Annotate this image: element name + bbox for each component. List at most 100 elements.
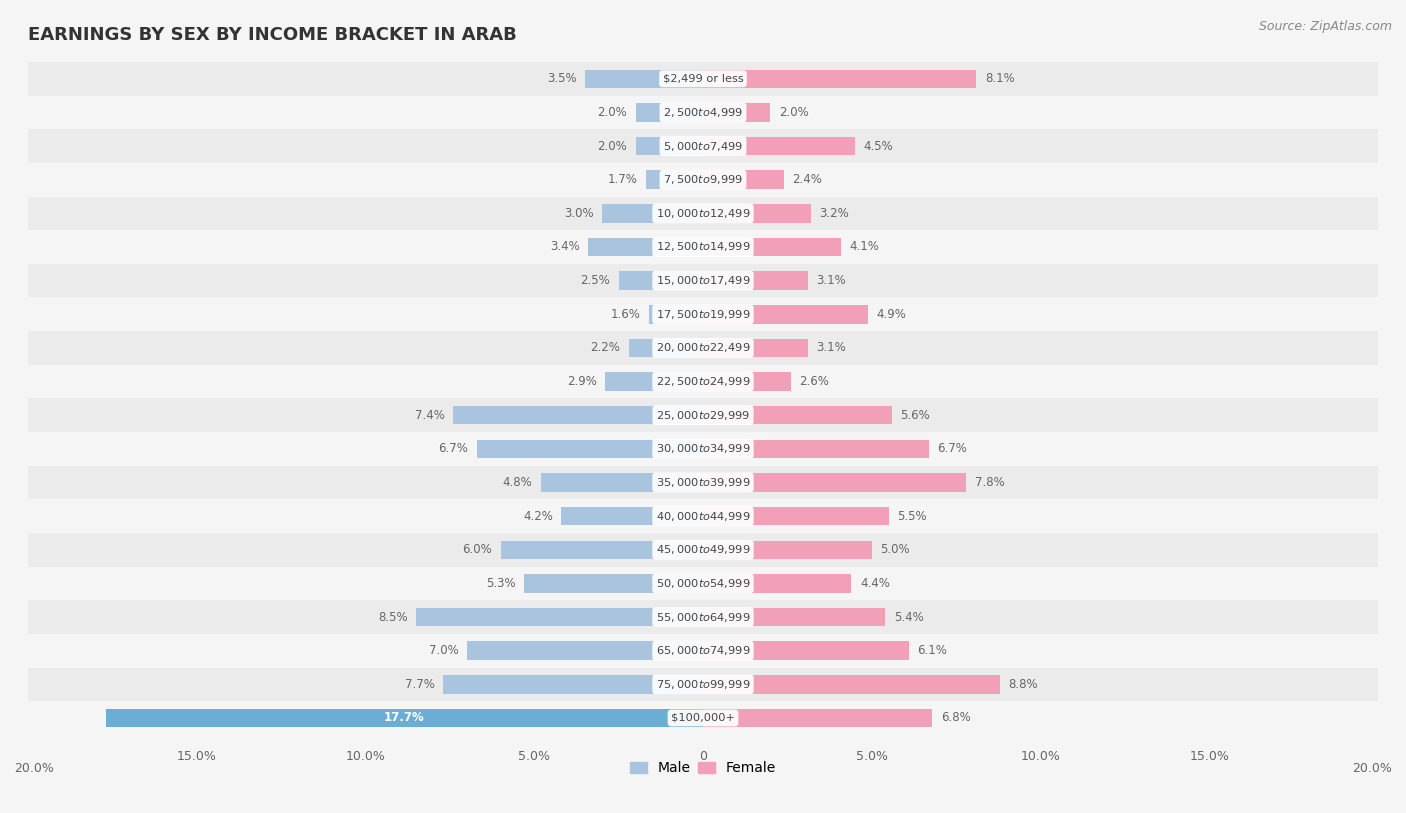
Text: 8.1%: 8.1% <box>984 72 1015 85</box>
Text: $17,500 to $19,999: $17,500 to $19,999 <box>655 308 751 321</box>
Text: 1.7%: 1.7% <box>607 173 637 186</box>
Bar <box>628 339 703 357</box>
Text: 8.8%: 8.8% <box>1008 678 1038 691</box>
Bar <box>28 667 1378 701</box>
Bar <box>602 204 703 223</box>
Bar <box>467 641 703 660</box>
Text: $35,000 to $39,999: $35,000 to $39,999 <box>655 476 751 489</box>
Text: $15,000 to $17,499: $15,000 to $17,499 <box>655 274 751 287</box>
Text: $100,000+: $100,000+ <box>671 713 735 723</box>
Text: 2.0%: 2.0% <box>779 106 808 119</box>
Bar <box>28 600 1378 634</box>
Bar <box>703 70 976 88</box>
Bar <box>703 305 869 324</box>
Bar <box>703 641 908 660</box>
Text: 5.0%: 5.0% <box>856 750 887 763</box>
Text: 5.6%: 5.6% <box>900 409 931 422</box>
Text: $5,000 to $7,499: $5,000 to $7,499 <box>664 140 742 153</box>
Text: $45,000 to $49,999: $45,000 to $49,999 <box>655 543 751 556</box>
Text: $30,000 to $34,999: $30,000 to $34,999 <box>655 442 751 455</box>
Bar <box>703 171 785 189</box>
Text: $7,500 to $9,999: $7,500 to $9,999 <box>664 173 742 186</box>
Text: 3.1%: 3.1% <box>815 274 846 287</box>
Text: 5.5%: 5.5% <box>897 510 927 523</box>
Bar <box>703 272 807 290</box>
Text: 15.0%: 15.0% <box>177 750 217 763</box>
Text: 4.1%: 4.1% <box>849 241 880 254</box>
Text: 4.4%: 4.4% <box>860 577 890 590</box>
Bar <box>28 701 1378 735</box>
Text: 4.2%: 4.2% <box>523 510 553 523</box>
Bar <box>28 398 1378 432</box>
Bar <box>703 406 891 424</box>
Bar <box>561 506 703 525</box>
Text: 2.0%: 2.0% <box>598 140 627 153</box>
Text: 10.0%: 10.0% <box>346 750 385 763</box>
Text: 5.4%: 5.4% <box>894 611 924 624</box>
Bar <box>703 440 929 458</box>
Bar <box>28 96 1378 129</box>
Text: 4.5%: 4.5% <box>863 140 893 153</box>
Bar <box>453 406 703 424</box>
Text: $50,000 to $54,999: $50,000 to $54,999 <box>655 577 751 590</box>
Text: 5.3%: 5.3% <box>486 577 516 590</box>
Text: $20,000 to $22,499: $20,000 to $22,499 <box>655 341 751 354</box>
Text: 6.0%: 6.0% <box>463 543 492 556</box>
Text: 2.6%: 2.6% <box>799 375 830 388</box>
Bar <box>28 533 1378 567</box>
Text: $2,500 to $4,999: $2,500 to $4,999 <box>664 106 742 119</box>
Text: $2,499 or less: $2,499 or less <box>662 74 744 84</box>
Bar <box>636 103 703 122</box>
Text: $25,000 to $29,999: $25,000 to $29,999 <box>655 409 751 422</box>
Bar <box>28 163 1378 197</box>
Text: 3.1%: 3.1% <box>815 341 846 354</box>
Text: 3.4%: 3.4% <box>550 241 579 254</box>
Text: Source: ZipAtlas.com: Source: ZipAtlas.com <box>1258 20 1392 33</box>
Bar <box>28 230 1378 263</box>
Bar <box>28 197 1378 230</box>
Bar <box>703 506 889 525</box>
Bar <box>28 263 1378 298</box>
Text: 20.0%: 20.0% <box>14 762 53 775</box>
Text: 3.0%: 3.0% <box>564 207 593 220</box>
Bar <box>28 62 1378 96</box>
Bar <box>28 466 1378 499</box>
Text: 2.2%: 2.2% <box>591 341 620 354</box>
Bar <box>703 372 790 391</box>
Bar <box>28 365 1378 398</box>
Text: $65,000 to $74,999: $65,000 to $74,999 <box>655 644 751 657</box>
Text: $40,000 to $44,999: $40,000 to $44,999 <box>655 510 751 523</box>
Bar <box>703 137 855 155</box>
Text: 3.5%: 3.5% <box>547 72 576 85</box>
Text: 5.0%: 5.0% <box>519 750 550 763</box>
Bar <box>703 608 886 626</box>
Text: 4.8%: 4.8% <box>503 476 533 489</box>
Legend: Male, Female: Male, Female <box>624 755 782 780</box>
Text: 3.2%: 3.2% <box>820 207 849 220</box>
Text: $12,500 to $14,999: $12,500 to $14,999 <box>655 241 751 254</box>
Text: 0: 0 <box>699 750 707 763</box>
Bar <box>416 608 703 626</box>
Text: 2.0%: 2.0% <box>598 106 627 119</box>
Bar <box>605 372 703 391</box>
Text: 15.0%: 15.0% <box>1189 750 1229 763</box>
Text: 7.8%: 7.8% <box>974 476 1004 489</box>
Text: 6.1%: 6.1% <box>917 644 948 657</box>
Text: $75,000 to $99,999: $75,000 to $99,999 <box>655 678 751 691</box>
Text: 10.0%: 10.0% <box>1021 750 1060 763</box>
Text: 2.5%: 2.5% <box>581 274 610 287</box>
Bar <box>28 331 1378 365</box>
Bar <box>501 541 703 559</box>
Bar <box>28 298 1378 331</box>
Bar <box>703 237 841 256</box>
Bar <box>703 574 852 593</box>
Text: 7.0%: 7.0% <box>429 644 458 657</box>
Bar <box>703 339 807 357</box>
Bar <box>645 171 703 189</box>
Bar <box>703 204 811 223</box>
Bar <box>477 440 703 458</box>
Bar <box>28 499 1378 533</box>
Text: 6.7%: 6.7% <box>439 442 468 455</box>
Text: 17.7%: 17.7% <box>384 711 425 724</box>
Bar <box>28 129 1378 163</box>
